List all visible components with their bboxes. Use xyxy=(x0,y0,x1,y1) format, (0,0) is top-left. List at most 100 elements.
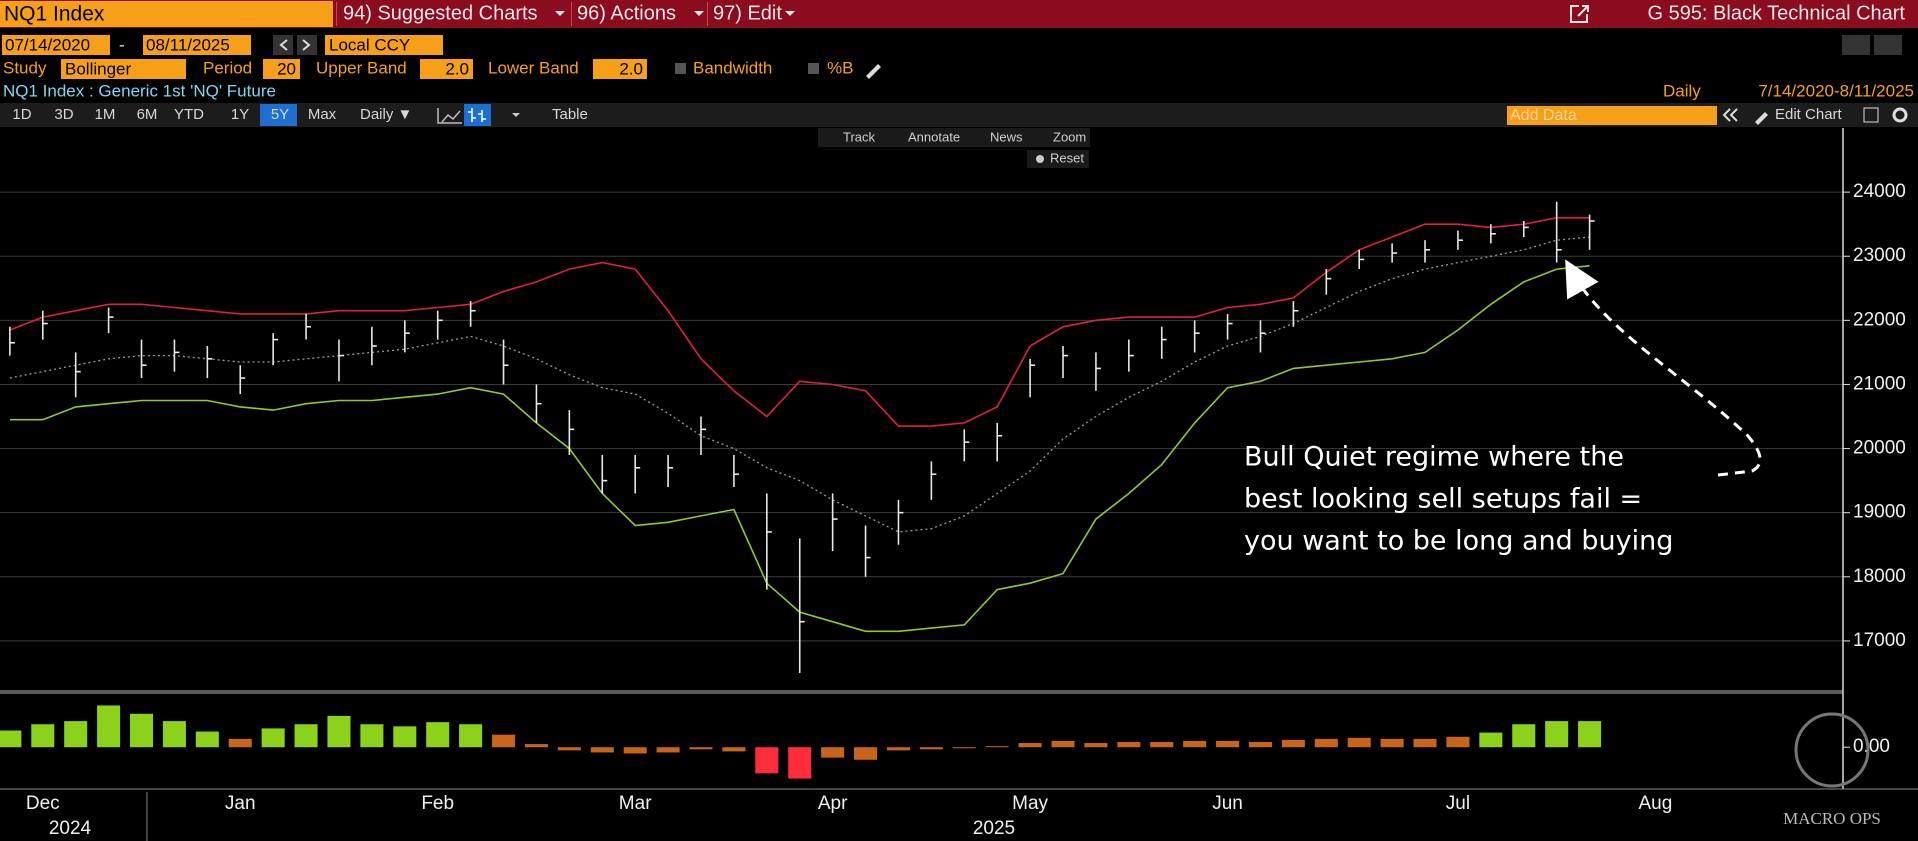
annotate-tool[interactable]: Annotate xyxy=(908,129,960,144)
lower-band[interactable]: 2.0 xyxy=(619,59,643,78)
range-button[interactable]: Max xyxy=(308,106,337,123)
histogram-bar xyxy=(656,747,680,753)
x-tick-label: Apr xyxy=(818,793,848,814)
range-button[interactable]: YTD xyxy=(174,106,204,123)
histogram-bar xyxy=(1479,732,1503,748)
range-button[interactable]: 1D xyxy=(12,106,31,123)
histogram-bar xyxy=(1413,738,1437,748)
histogram-bar xyxy=(393,726,417,748)
lower-band-box[interactable] xyxy=(593,59,647,79)
y-tick-label: 24000 xyxy=(1853,181,1906,202)
next-button[interactable] xyxy=(297,35,317,55)
line-icon[interactable] xyxy=(437,108,462,124)
histogram-bar xyxy=(1545,721,1569,748)
currency[interactable]: Local CCY xyxy=(329,35,410,54)
undo-button[interactable] xyxy=(1842,35,1870,55)
plot-area: 17000 18000 19000 20000 21000 22000 23000 24000… xyxy=(0,181,1906,841)
reset-tool[interactable]: Reset xyxy=(1050,150,1084,165)
zoom-tool[interactable]: Zoom xyxy=(1053,129,1086,144)
study[interactable]: Bollinger xyxy=(65,59,131,78)
y-tick-label: 20000 xyxy=(1853,438,1906,459)
period[interactable]: 20 xyxy=(277,59,296,78)
panel-divider[interactable] xyxy=(0,690,1843,694)
ticker[interactable]: NQ1 Index xyxy=(4,3,105,26)
histogram-bar xyxy=(1183,740,1207,748)
x-tick-label: Dec xyxy=(26,793,60,814)
histogram-bar xyxy=(788,747,812,779)
start-date-box[interactable] xyxy=(2,35,110,55)
range-button[interactable]: 6M xyxy=(137,106,158,123)
prev-button[interactable] xyxy=(273,35,293,55)
upper-band[interactable]: 2.0 xyxy=(445,59,469,78)
x-tick-label: Mar xyxy=(619,793,652,814)
chart-tools-bar xyxy=(818,128,1090,147)
study-box[interactable] xyxy=(61,59,186,79)
bar-icon xyxy=(468,108,486,122)
add-data-box[interactable] xyxy=(1507,106,1717,125)
track-tool[interactable]: Track xyxy=(843,129,876,144)
bandwidth-checkbox[interactable] xyxy=(675,63,686,74)
menu-edit[interactable]: 97) Edit xyxy=(713,2,782,24)
y-tick-label: 23000 xyxy=(1853,245,1906,266)
start-date[interactable]: 07/14/2020 xyxy=(5,35,90,54)
histogram-bar xyxy=(755,747,779,774)
range-button[interactable]: 5Y xyxy=(271,106,289,123)
end-date-box[interactable] xyxy=(143,35,251,55)
histogram-bar xyxy=(557,747,581,751)
histogram-bar xyxy=(1380,738,1404,748)
histogram-bar xyxy=(162,721,186,748)
histogram-bar xyxy=(1084,743,1108,748)
histogram-bar xyxy=(97,705,121,748)
frequency: Daily xyxy=(1663,81,1701,100)
histogram-bar xyxy=(1018,743,1042,748)
histogram-bar xyxy=(1446,736,1470,748)
currency-box[interactable] xyxy=(325,35,443,55)
period-button[interactable]: Daily ▼ xyxy=(360,106,412,123)
y-tick-label: 18000 xyxy=(1853,566,1906,587)
histogram-bar xyxy=(492,734,516,748)
security-name: NQ1 Index : Generic 1st 'NQ' Future xyxy=(3,81,276,100)
ticker-box[interactable] xyxy=(0,1,333,27)
percent-b-checkbox[interactable] xyxy=(808,63,819,74)
range-button[interactable]: 3D xyxy=(54,106,73,123)
histogram-bar xyxy=(0,730,22,748)
histogram-bar xyxy=(821,747,845,758)
reset-box[interactable] xyxy=(1027,150,1089,168)
upper-band-box[interactable] xyxy=(420,59,473,79)
gear-icon[interactable] xyxy=(1892,107,1908,123)
settings-icon[interactable] xyxy=(1863,107,1879,123)
collapse-icon[interactable] xyxy=(1722,108,1738,122)
popout-icon[interactable] xyxy=(1570,5,1589,23)
histogram-bar xyxy=(426,722,450,748)
table-button[interactable]: Table xyxy=(552,106,588,123)
add-data[interactable]: Add Data xyxy=(1510,107,1577,124)
arrow-icons xyxy=(279,39,311,51)
annotation-line: you want to be long and buying xyxy=(1244,526,1673,557)
chart-type-caret[interactable] xyxy=(512,113,520,117)
range-button[interactable]: 1M xyxy=(95,106,116,123)
edit-icon xyxy=(1755,112,1768,125)
histogram-bar xyxy=(228,738,252,748)
end-date[interactable]: 08/11/2025 xyxy=(146,35,230,54)
histogram-bar xyxy=(985,746,1009,748)
reset-icon xyxy=(1036,155,1044,163)
range-button[interactable]: 1Y xyxy=(231,106,249,123)
menu-suggested-charts[interactable]: 94) Suggested Charts xyxy=(343,2,538,24)
x-tick-label: Feb xyxy=(421,793,454,814)
period-box[interactable] xyxy=(263,59,300,79)
menu-actions[interactable]: 96) Actions xyxy=(577,2,676,24)
bandwidth-label: Bandwidth xyxy=(693,58,772,77)
separator xyxy=(707,2,708,26)
x-tick-label: Jul xyxy=(1446,793,1470,814)
edit-chart[interactable]: Edit Chart xyxy=(1775,106,1843,123)
redo-button[interactable] xyxy=(1874,35,1902,55)
histogram-bar xyxy=(886,747,910,751)
news-tool[interactable]: News xyxy=(990,129,1023,144)
x-year-label: 2024 xyxy=(49,818,92,839)
range-buttons: 1D 3D 1M 6M YTD 1Y 5Y Max xyxy=(12,106,336,123)
histogram-bar xyxy=(952,747,976,749)
pencil-icon[interactable] xyxy=(866,64,881,79)
bar-icon-box[interactable] xyxy=(464,104,491,126)
